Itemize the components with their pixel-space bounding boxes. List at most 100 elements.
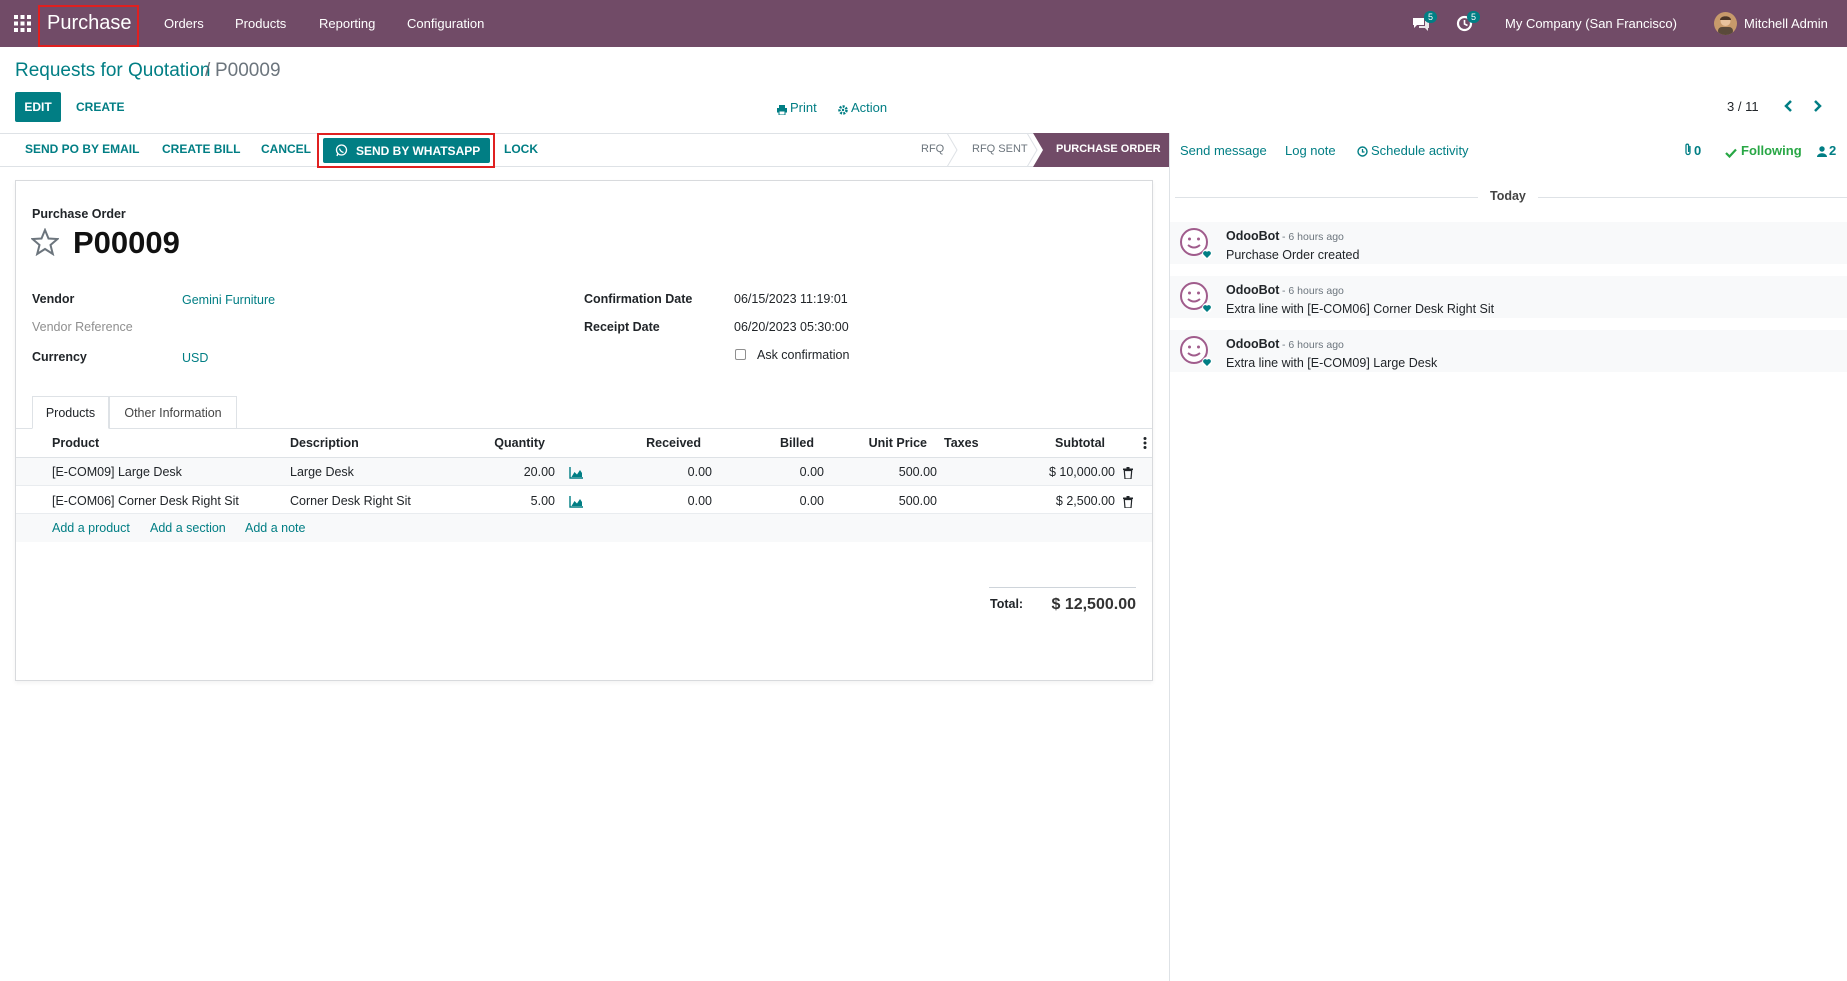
action-menu[interactable]: Action [851,100,888,115]
confirmation-date-label: Confirmation Date [584,292,693,306]
create-bill-button[interactable]: CREATE BILL [162,142,241,156]
attachments-count[interactable]: 0 [1694,143,1702,158]
receipt-date-field[interactable]: 06/20/2023 05:30:00 [734,320,849,334]
followers-icon[interactable] [1817,144,1827,157]
stage-rfq[interactable]: RFQ [921,143,945,155]
check-icon [1725,145,1737,159]
print-menu[interactable]: Print [790,100,817,115]
vendor-reference-label: Vendor Reference [32,320,133,334]
column-quantity[interactable]: Quantity [494,436,545,450]
breadcrumb-parent[interactable]: Requests for Quotation [15,60,211,81]
send-by-whatsapp-label: SEND BY WHATSAPP [356,143,481,158]
table-row[interactable] [16,458,1152,486]
column-product[interactable]: Product [52,436,100,450]
menu-configuration[interactable]: Configuration [407,16,485,31]
row-received: 0.00 [687,494,712,508]
menu-products[interactable]: Products [235,16,287,31]
activities-badge: 5 [1467,11,1481,23]
paperclip-icon[interactable] [1684,143,1692,156]
form-sheet [15,180,1153,681]
clock-icon [1357,144,1368,157]
whatsapp-highlight [317,133,495,168]
table-row[interactable] [16,486,1152,514]
stage-rfq-sent[interactable]: RFQ SENT [972,143,1028,155]
breadcrumb-separator: / [205,60,211,81]
menu-orders[interactable]: Orders [164,16,204,31]
following-button[interactable]: Following [1741,143,1802,158]
user-avatar[interactable] [1714,12,1737,35]
print-icon [777,102,787,116]
lock-button[interactable]: LOCK [504,142,538,156]
stage-purchase-order[interactable]: PURCHASE ORDER [1056,143,1161,155]
column-description[interactable]: Description [290,436,359,450]
tab-products[interactable]: Products [32,396,109,429]
app-name-highlight[interactable] [38,5,139,47]
create-button[interactable]: CREATE [76,100,125,114]
add-section-link[interactable]: Add a section [150,521,226,535]
row-description: Corner Desk Right Sit [290,494,411,508]
forecast-chart-icon[interactable] [569,495,583,508]
add-product-link[interactable]: Add a product [52,521,130,535]
column-subtotal[interactable]: Subtotal [1055,436,1105,450]
vendor-reference-field[interactable] [182,316,562,338]
delete-row-icon[interactable] [1123,495,1133,509]
messages-icon[interactable] [1412,16,1430,32]
send-by-whatsapp-button[interactable]: SEND BY WHATSAPP [323,138,490,163]
message-time: - 6 hours ago [1282,285,1344,297]
edit-button[interactable]: EDIT [15,92,61,122]
send-po-email-button[interactable]: SEND PO BY EMAIL [25,142,140,156]
column-taxes[interactable]: Taxes [944,436,979,450]
message-author[interactable]: OdooBot [1226,337,1280,351]
menu-reporting[interactable]: Reporting [319,16,376,31]
vendor-field[interactable]: Gemini Furniture [182,293,276,307]
row-quantity: 5.00 [530,494,555,508]
tabs-bottom-line [16,428,1152,429]
pager-next-icon[interactable] [1811,99,1823,113]
odoobot-avatar-icon [1179,227,1213,261]
delete-row-icon[interactable] [1123,466,1133,480]
confirmation-date-field[interactable]: 06/15/2023 11:19:01 [734,292,848,306]
tab-products-label: Products [45,405,96,420]
log-note-button[interactable]: Log note [1285,143,1336,158]
message-time: - 6 hours ago [1282,231,1344,243]
optional-columns-icon[interactable] [1143,436,1147,450]
currency-field[interactable]: USD [182,351,209,365]
cancel-button[interactable]: CANCEL [261,142,311,156]
column-received[interactable]: Received [646,436,701,450]
message-author[interactable]: OdooBot [1226,229,1280,243]
tab-other-information[interactable]: Other Information [109,396,237,429]
date-separator: Today [1478,189,1538,203]
message-time: - 6 hours ago [1282,339,1344,351]
company-switcher[interactable]: My Company (San Francisco) [1505,16,1677,31]
row-product: [E-COM06] Corner Desk Right Sit [52,494,239,508]
row-unit-price: 500.00 [898,465,937,479]
favorite-star-icon[interactable] [29,227,61,257]
column-billed[interactable]: Billed [779,436,814,450]
total-amount: $ 12,500.00 [1051,596,1136,613]
vendor-label: Vendor [32,292,75,306]
schedule-activity-button[interactable]: Schedule activity [1371,143,1469,158]
pager-previous-icon[interactable] [1783,99,1795,113]
activities-icon[interactable] [1456,15,1473,32]
row-billed: 0.00 [799,494,824,508]
followers-count[interactable]: 2 [1829,143,1837,158]
forecast-chart-icon[interactable] [569,466,583,479]
user-menu[interactable]: Mitchell Admin [1744,16,1828,31]
send-message-button[interactable]: Send message [1180,143,1267,158]
stage-rfq-sent-chevron [1025,132,1039,168]
row-billed: 0.00 [799,465,824,479]
add-note-link[interactable]: Add a note [245,521,306,535]
column-unit-price[interactable]: Unit Price [868,436,927,450]
message-body: Extra line with [E-COM09] Large Desk [1226,356,1438,370]
app-name[interactable]: Purchase [47,12,132,34]
ask-confirmation-checkbox[interactable] [735,349,746,360]
pager-value[interactable]: 3 / 11 [1727,99,1759,114]
messages-badge: 5 [1424,11,1438,23]
receipt-date-label: Receipt Date [584,320,660,334]
chatter-message [1170,222,1847,264]
row-quantity: 20.00 [523,465,555,479]
gear-icon [838,102,848,115]
apps-menu-icon[interactable] [14,15,31,32]
message-author[interactable]: OdooBot [1226,283,1280,297]
odoobot-avatar-icon [1179,281,1213,315]
